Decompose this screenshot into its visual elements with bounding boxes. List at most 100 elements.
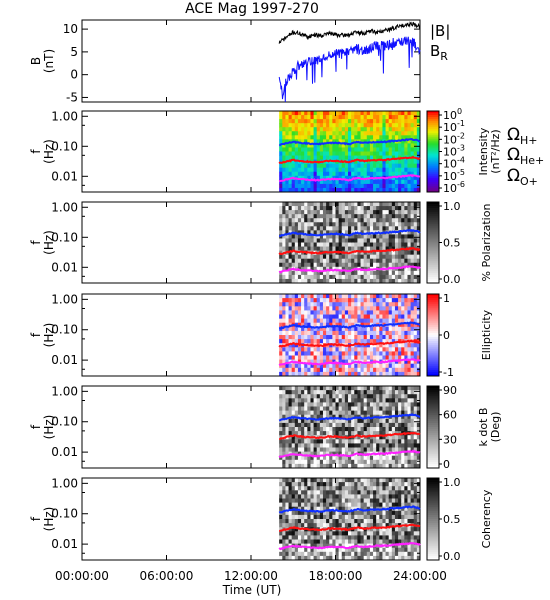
- heatmap-cell: [316, 322, 321, 328]
- heatmap-cell: [285, 202, 289, 207]
- heatmap-cell: [385, 163, 390, 169]
- heatmap-cell: [416, 135, 421, 140]
- heatmap-cell: [354, 510, 358, 516]
- heatmap-cell: [322, 131, 327, 136]
- heatmap-cell: [329, 151, 333, 156]
- heatmap-cell: [391, 527, 396, 532]
- heatmap-cell: [294, 318, 299, 324]
- heatmap-cell: [338, 246, 343, 251]
- heatmap-cell: [407, 335, 412, 340]
- heatmap-cell: [294, 242, 299, 247]
- heatmap-cell: [391, 494, 396, 499]
- heatmap-cell: [373, 306, 377, 311]
- heatmap-cell: [357, 435, 361, 440]
- heatmap-cell: [376, 183, 380, 189]
- heatmap-cell: [351, 214, 355, 219]
- heatmap-cell: [398, 175, 402, 181]
- heatmap-cell: [416, 147, 421, 152]
- heatmap-cell: [382, 115, 386, 120]
- heatmap-cell: [301, 539, 305, 544]
- heatmap-cell: [297, 143, 302, 148]
- heatmap-cell: [401, 347, 405, 352]
- heatmap-cell: [410, 335, 415, 340]
- heatmap-cell: [351, 431, 355, 436]
- heatmap-cell: [282, 202, 286, 207]
- heatmap-cell: [385, 202, 390, 207]
- y-tick-label: 1.00: [51, 476, 78, 490]
- heatmap-cell: [363, 171, 368, 177]
- heatmap-cell: [322, 498, 327, 503]
- heatmap-cell: [360, 147, 365, 152]
- heatmap-cell: [416, 330, 421, 336]
- heatmap-cell: [332, 119, 336, 124]
- heatmap-cell: [319, 155, 324, 160]
- heatmap-cell: [363, 179, 368, 185]
- heatmap-cell: [326, 187, 330, 193]
- heatmap-cell: [363, 262, 368, 268]
- heatmap-cell: [382, 238, 386, 243]
- heatmap-cell: [357, 222, 361, 227]
- heatmap-cell: [382, 435, 386, 440]
- heatmap-cell: [363, 335, 368, 340]
- heatmap-cell: [338, 206, 343, 211]
- heatmap-cell: [341, 127, 346, 132]
- heatmap-cell: [332, 547, 336, 553]
- heatmap-cell: [369, 183, 374, 189]
- heatmap-cell: [297, 242, 302, 247]
- heatmap-cell: [373, 127, 377, 132]
- heatmap-cell: [344, 398, 349, 403]
- heatmap-cell: [382, 222, 386, 227]
- heatmap-cell: [416, 163, 421, 169]
- heatmap-cell: [282, 246, 286, 251]
- heatmap-cell: [363, 222, 368, 227]
- heatmap-cell: [344, 390, 349, 395]
- heatmap-cell: [291, 539, 296, 544]
- heatmap-cell: [385, 431, 390, 436]
- heatmap-cell: [391, 294, 396, 299]
- heatmap-cell: [416, 254, 421, 260]
- heatmap-cell: [338, 390, 343, 395]
- heatmap-cell: [366, 351, 371, 356]
- heatmap-cell: [416, 355, 421, 360]
- heatmap-cell: [404, 418, 408, 424]
- heatmap-cell: [369, 455, 374, 461]
- heatmap-cell: [285, 498, 289, 503]
- heatmap-cell: [360, 127, 365, 132]
- heatmap-cell: [344, 171, 349, 177]
- heatmap-cell: [304, 363, 308, 369]
- heatmap-cell: [319, 463, 324, 469]
- heatmap-cell: [407, 302, 412, 307]
- heatmap-cell: [404, 443, 408, 448]
- colorbar-swatch: [427, 512, 439, 516]
- heatmap-cell: [319, 398, 324, 403]
- heatmap-cell: [382, 459, 386, 465]
- heatmap-cell: [304, 539, 308, 544]
- heatmap-cell: [285, 547, 289, 553]
- heatmap-cell: [351, 222, 355, 227]
- heatmap-cell: [335, 314, 340, 319]
- colorbar-swatch: [427, 365, 439, 369]
- heatmap-cell: [310, 551, 314, 557]
- heatmap-cell: [357, 390, 361, 395]
- heatmap-cell: [348, 147, 352, 152]
- heatmap-cell: [288, 551, 293, 557]
- heatmap-cell: [385, 238, 390, 243]
- heatmap-cell: [376, 262, 380, 268]
- heatmap-cell: [304, 322, 308, 328]
- heatmap-cell: [394, 326, 399, 332]
- heatmap-cell: [332, 278, 336, 284]
- heatmap-cell: [335, 246, 340, 251]
- legend-omega-h: ΩH+: [507, 125, 538, 147]
- heatmap-cell: [348, 302, 352, 307]
- heatmap-cell: [388, 206, 393, 211]
- heatmap-cell: [382, 278, 386, 284]
- heatmap-cell: [297, 306, 302, 311]
- heatmap-cell: [310, 418, 314, 424]
- heatmap-cell: [401, 351, 405, 356]
- heatmap-cell: [319, 127, 324, 132]
- heatmap-cell: [310, 143, 314, 148]
- colorbar-swatch: [427, 420, 439, 424]
- heatmap-cell: [282, 347, 286, 352]
- heatmap-cell: [410, 310, 415, 315]
- heatmap-cell: [388, 355, 393, 360]
